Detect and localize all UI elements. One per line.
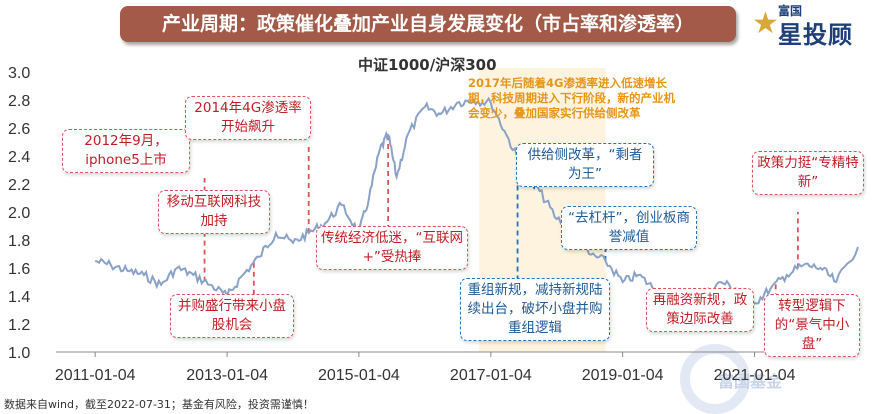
callout-supply-side: 供给侧改革，“剩者为王” <box>516 143 654 187</box>
x-tick-label: 2015-01-04 <box>318 367 400 384</box>
callout-iphone5: 2012年9月，iphone5上市 <box>62 129 190 173</box>
y-tick-label: 3.0 <box>8 65 30 82</box>
watermark-circle <box>680 344 750 414</box>
chart-title: 中证1000/沪深300 <box>358 56 497 74</box>
y-tick-label: 2.4 <box>8 149 30 166</box>
callout-mobile-internet: 移动互联网科技加持 <box>158 190 270 234</box>
x-tick-label: 2013-01-04 <box>186 367 268 384</box>
y-tick-label: 1.0 <box>8 345 30 362</box>
y-tick-label: 2.2 <box>8 177 30 194</box>
logo-top-text: 富国 <box>778 4 803 18</box>
y-tick-label: 2.8 <box>8 93 30 110</box>
footnote: 数据来自wind，截至2022-07-31；基金有风险，投资需谨慎！ <box>4 398 314 411</box>
y-tick-label: 2.6 <box>8 121 30 138</box>
y-tick-label: 2.0 <box>8 205 30 222</box>
x-tick-label: 2011-01-04 <box>55 367 136 384</box>
x-tick-labels: 2011-01-04 2013-01-04 2015-01-04 2017-01-04… <box>55 352 796 384</box>
y-tick-label: 1.6 <box>8 261 30 278</box>
x-tick-label: 2021-01-04 <box>714 367 796 384</box>
star-icon: ★ <box>752 6 779 41</box>
x-tick-label: 2017-01-04 <box>450 367 532 384</box>
callout-specialized: 政策力挺“专精特新” <box>752 151 864 195</box>
y-tick-label: 1.2 <box>8 317 30 334</box>
brand-logo: ★ 富国 星投顾 <box>752 2 870 49</box>
y-tick-labels: 1.0 1.2 1.4 1.6 1.8 2.0 2.2 2.4 2.6 2.8 3.0 <box>8 65 30 362</box>
y-tick-label: 1.4 <box>8 289 30 306</box>
callout-internet-plus: 传统经济低迷，“互联网+”受热捧 <box>316 226 468 270</box>
callout-restructure: 重组新规，减持新规陆续出台，破坏小盘并购重组逻辑 <box>460 278 610 341</box>
callout-4g: 2014年4G渗透率开始飙升 <box>185 96 311 140</box>
x-tick-label: 2019-01-04 <box>582 367 664 384</box>
callout-refinance: 再融资新规，政策边际改善 <box>646 288 754 332</box>
logo-main-text: 星投顾 <box>778 21 853 49</box>
callout-delever: “去杠杆”，创业板商誉减值 <box>561 206 697 250</box>
banner-title: 产业周期：政策催化叠加产业自身发展变化（市占率和渗透率） <box>120 6 736 42</box>
orange-note: 2017年后随着4G渗透率进入低速增长期，科技周期进入下行阶段，新的产业机会变少… <box>468 76 675 120</box>
callout-transformation: 转型逻辑下的“景气中小盘” <box>764 294 860 357</box>
watermark-text: 富国基金 <box>718 372 783 391</box>
callout-merger: 并购盛行带来小盘股机会 <box>170 294 294 338</box>
y-tick-label: 1.8 <box>8 233 30 250</box>
